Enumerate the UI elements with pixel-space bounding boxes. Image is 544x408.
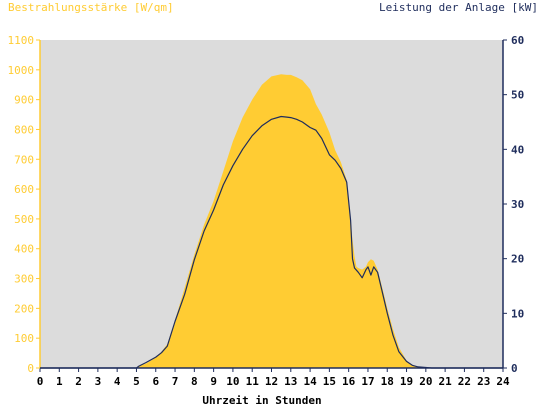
right-axis-title: Leistung der Anlage [kW] — [379, 1, 538, 14]
x-tick-label: 11 — [246, 375, 260, 388]
x-tick-label: 19 — [400, 375, 413, 388]
irradiance-area-series — [40, 74, 503, 369]
left-y-tick-label: 900 — [14, 94, 34, 107]
x-tick-label: 3 — [95, 375, 102, 388]
left-y-tick-label: 1000 — [8, 64, 35, 77]
x-tick-label: 17 — [361, 375, 374, 388]
left-y-tick-label: 400 — [14, 243, 34, 256]
x-tick-label: 5 — [133, 375, 140, 388]
right-y-tick-label: 20 — [511, 253, 524, 266]
x-tick-label: 12 — [265, 375, 278, 388]
x-tick-label: 1 — [56, 375, 63, 388]
x-tick-label: 10 — [226, 375, 239, 388]
left-y-tick-label: 0 — [27, 362, 34, 375]
left-y-tick-label: 300 — [14, 273, 34, 286]
x-tick-label: 4 — [114, 375, 121, 388]
x-tick-label: 23 — [477, 375, 490, 388]
left-y-tick-label: 800 — [14, 123, 34, 136]
x-tick-label: 20 — [419, 375, 432, 388]
left-axis-title: Bestrahlungsstärke [W/qm] — [8, 1, 174, 14]
x-tick-label: 13 — [284, 375, 297, 388]
x-tick-label: 16 — [342, 375, 356, 388]
x-tick-label: 8 — [191, 375, 198, 388]
x-tick-label: 9 — [210, 375, 217, 388]
x-tick-label: 21 — [439, 375, 453, 388]
right-y-tick-label: 0 — [511, 362, 518, 375]
left-y-tick-label: 100 — [14, 332, 34, 345]
left-y-tick-label: 1100 — [8, 34, 35, 47]
x-tick-label: 15 — [323, 375, 336, 388]
left-y-tick-label: 200 — [14, 302, 34, 315]
power-line-series — [40, 115, 503, 369]
x-tick-label: 0 — [37, 375, 44, 388]
right-y-tick-label: 60 — [511, 34, 524, 47]
right-y-tick-label: 10 — [511, 307, 524, 320]
x-tick-label: 2 — [75, 375, 82, 388]
right-y-tick-label: 50 — [511, 89, 524, 102]
x-tick-label: 24 — [496, 375, 510, 388]
left-y-tick-label: 600 — [14, 183, 34, 196]
x-tick-label: 14 — [303, 375, 317, 388]
x-tick-label: 7 — [172, 375, 179, 388]
left-y-tick-label: 500 — [14, 213, 34, 226]
left-y-tick-label: 700 — [14, 153, 34, 166]
x-tick-label: 18 — [381, 375, 394, 388]
right-y-tick-label: 30 — [511, 198, 524, 211]
x-tick-label: 22 — [458, 375, 471, 388]
x-axis-title: Uhrzeit in Stunden — [202, 394, 321, 407]
x-tick-label: 6 — [152, 375, 159, 388]
right-y-tick-label: 40 — [511, 143, 524, 156]
